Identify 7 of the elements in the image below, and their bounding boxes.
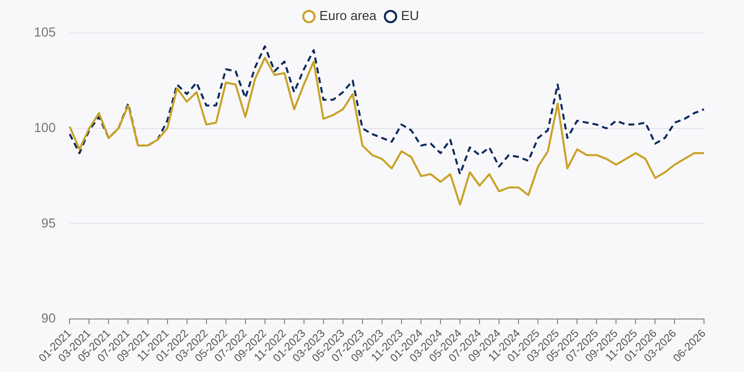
y-tick-label: 90 bbox=[41, 310, 56, 326]
y-tick-label: 95 bbox=[41, 215, 56, 230]
legend-label: EU bbox=[401, 8, 420, 24]
y-tick-label: 100 bbox=[34, 120, 56, 135]
legend-label: Euro area bbox=[319, 8, 378, 24]
y-tick-label: 105 bbox=[34, 24, 56, 40]
line-series bbox=[68, 45, 705, 176]
